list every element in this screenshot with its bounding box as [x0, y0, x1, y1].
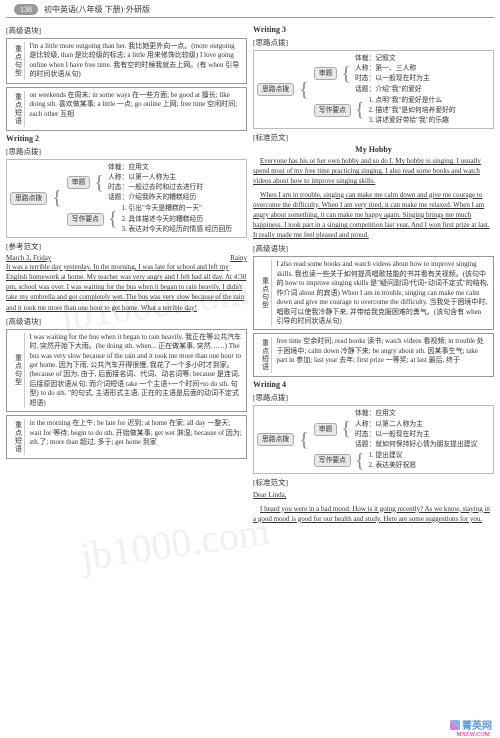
mm-branch-label: 审题	[314, 423, 338, 436]
brace-icon: {	[340, 420, 352, 438]
letter-greeting: Dear Linda,	[253, 490, 494, 500]
section-label: [高级语块]	[6, 25, 247, 36]
mm-item: 3. 表达对今天的经历的情感 经历回历	[122, 225, 232, 234]
mm-item: 人称：以第一人称为主	[108, 173, 203, 182]
essay-title: My Hobby	[253, 145, 494, 154]
section-label: [标准范文]	[253, 477, 494, 488]
diary-date: March 3, Friday	[6, 254, 51, 262]
writing-heading: Writing 2	[6, 134, 247, 143]
mm-item: 体裁：记叙文	[355, 54, 430, 63]
box-content: I also read some books and watch videos …	[276, 260, 489, 326]
essay-paragraph: It was a terrible day yesterday. In the …	[6, 262, 247, 313]
mm-item: 人称：以第二人称为主	[355, 420, 477, 429]
mm-item: 时态：以一般现在时为主	[355, 430, 477, 439]
left-column: [高级语块] 重点句型 I'm a little more outgoing t…	[6, 22, 247, 527]
mm-root-label: 思路点拨	[257, 433, 294, 446]
mindmap: 思路点拨 { 审题 { 体裁：记叙文 人称：第一、三人称 时态：以一般现在时为主…	[253, 50, 494, 129]
grammar-box: 重点句型 I also read some books and watch vi…	[253, 256, 494, 330]
page-title: 初中英语(八年级 下册)·外研版	[44, 4, 150, 15]
box-row-label: 重点短语	[11, 419, 25, 455]
mm-item: 话题：介绍我昨天的糟糕经历	[108, 193, 203, 202]
mm-item: 时态：以一般现在时为主	[355, 74, 430, 83]
mm-item: 2. 描述"我"是如何培养爱好的	[369, 106, 456, 115]
mindmap: 思路点拨 { 审题 { 体裁：应用文 人称：以第二人称为主 时态：以一般现在时为…	[253, 405, 494, 474]
brand-icon	[450, 720, 460, 730]
brace-icon: {	[340, 65, 352, 83]
mm-item: 人称：第一、三人称	[355, 64, 430, 73]
box-row-label: 重点短语	[11, 91, 25, 127]
section-label: [参考范文]	[6, 241, 247, 252]
footer-brand: 菁英网	[450, 717, 492, 732]
box-row-label: 重点句型	[11, 333, 25, 409]
box-row-label: 重点短语	[258, 337, 272, 373]
mm-branch-label: 写作要点	[314, 104, 351, 117]
page-header: 138 初中英语(八年级 下册)·外研版	[6, 0, 494, 18]
diary-weather: Rainy	[230, 254, 247, 262]
grammar-box: 重点句型 I'm a little more outgoing than her…	[6, 38, 247, 84]
box-row-label: 重点句型	[11, 42, 25, 80]
brace-icon: {	[298, 81, 310, 99]
mm-item: 1. 提出建议	[369, 451, 417, 460]
grammar-box: 重点短语 in the morning 在上午; be late for 迟到;…	[6, 415, 247, 459]
box-content: I'm a little more outgoing than her. 我比她…	[29, 42, 242, 80]
box-row-label: 重点句型	[258, 260, 272, 326]
brace-icon: {	[298, 431, 310, 449]
mm-item: 体裁：应用文	[355, 409, 477, 418]
mm-item: 话题：就如何保持好心情为朋友提出建议	[355, 440, 477, 449]
mm-item: 1. 引出"今天是糟糕的一天"	[122, 204, 232, 213]
essay-paragraph: Everyone has his or her own hobby and so…	[253, 156, 494, 186]
brand-text: 菁英网	[462, 717, 492, 732]
footer-url: MXEW.COM	[456, 732, 490, 738]
section-label: [标准范文]	[253, 132, 494, 143]
mm-item: 话题：介绍"我"的爱好	[355, 85, 430, 94]
mm-branch-label: 写作要点	[314, 454, 351, 467]
section-label: [思路点拨]	[253, 37, 494, 48]
writing-heading: Writing 3	[253, 25, 494, 34]
page-number: 138	[14, 4, 38, 15]
brace-icon: {	[107, 210, 119, 228]
mm-root-label: 思路点拨	[257, 83, 294, 96]
brace-icon: {	[51, 189, 63, 207]
section-label: [高级语块]	[6, 316, 247, 327]
section-label: [高级语块]	[253, 243, 494, 254]
brace-icon: {	[354, 101, 366, 119]
diary-date-row: March 3, Friday Rainy	[6, 254, 247, 262]
mm-item: 1. 点明"我"的爱好是什么	[369, 96, 456, 105]
mm-branch-label: 审题	[314, 67, 338, 80]
mm-item: 2. 具体描述今天的糟糕经历	[122, 215, 232, 224]
mm-branch-label: 审题	[67, 176, 91, 189]
box-content: free time 空余时间; read books 读书; watch vid…	[276, 337, 489, 373]
grammar-box: 重点短语 free time 空余时间; read books 读书; watc…	[253, 333, 494, 377]
writing-heading: Writing 4	[253, 380, 494, 389]
brace-icon: {	[93, 174, 105, 192]
essay-paragraph: When I am in trouble, singing can make m…	[253, 190, 494, 241]
mm-root-label: 思路点拨	[10, 192, 47, 205]
brace-icon: {	[354, 452, 366, 470]
right-column: Writing 3 [思路点拨] 思路点拨 { 审题 { 体裁：记叙文 人称：第…	[253, 22, 494, 527]
mm-branch-label: 写作要点	[67, 213, 104, 226]
section-label: [思路点拨]	[6, 146, 247, 157]
mm-item: 体裁：应用文	[108, 163, 203, 172]
mm-item: 时态：一般过去时和过去进行时	[108, 183, 203, 192]
grammar-box: 重点短语 on weekends 在周末; in some ways 在一些方面…	[6, 87, 247, 131]
box-content: I was waiting for the bus when it began …	[29, 333, 242, 409]
mm-item: 3. 讲述爱好带给"我"的乐趣	[369, 116, 456, 125]
mm-item: 2. 表达美好祝愿	[369, 461, 417, 470]
mindmap: 思路点拨 { 审题 { 体裁：应用文 人称：以第一人称为主 时态：一般过去时和过…	[6, 159, 247, 238]
section-label: [思路点拨]	[253, 392, 494, 403]
box-content: in the morning 在上午; be late for 迟到; at h…	[29, 419, 242, 455]
essay-paragraph: I heard you were in a bad mood. How is i…	[253, 504, 494, 524]
box-content: on weekends 在周末; in some ways 在一些方面; be …	[29, 91, 242, 127]
grammar-box: 重点句型 I was waiting for the bus when it b…	[6, 329, 247, 413]
